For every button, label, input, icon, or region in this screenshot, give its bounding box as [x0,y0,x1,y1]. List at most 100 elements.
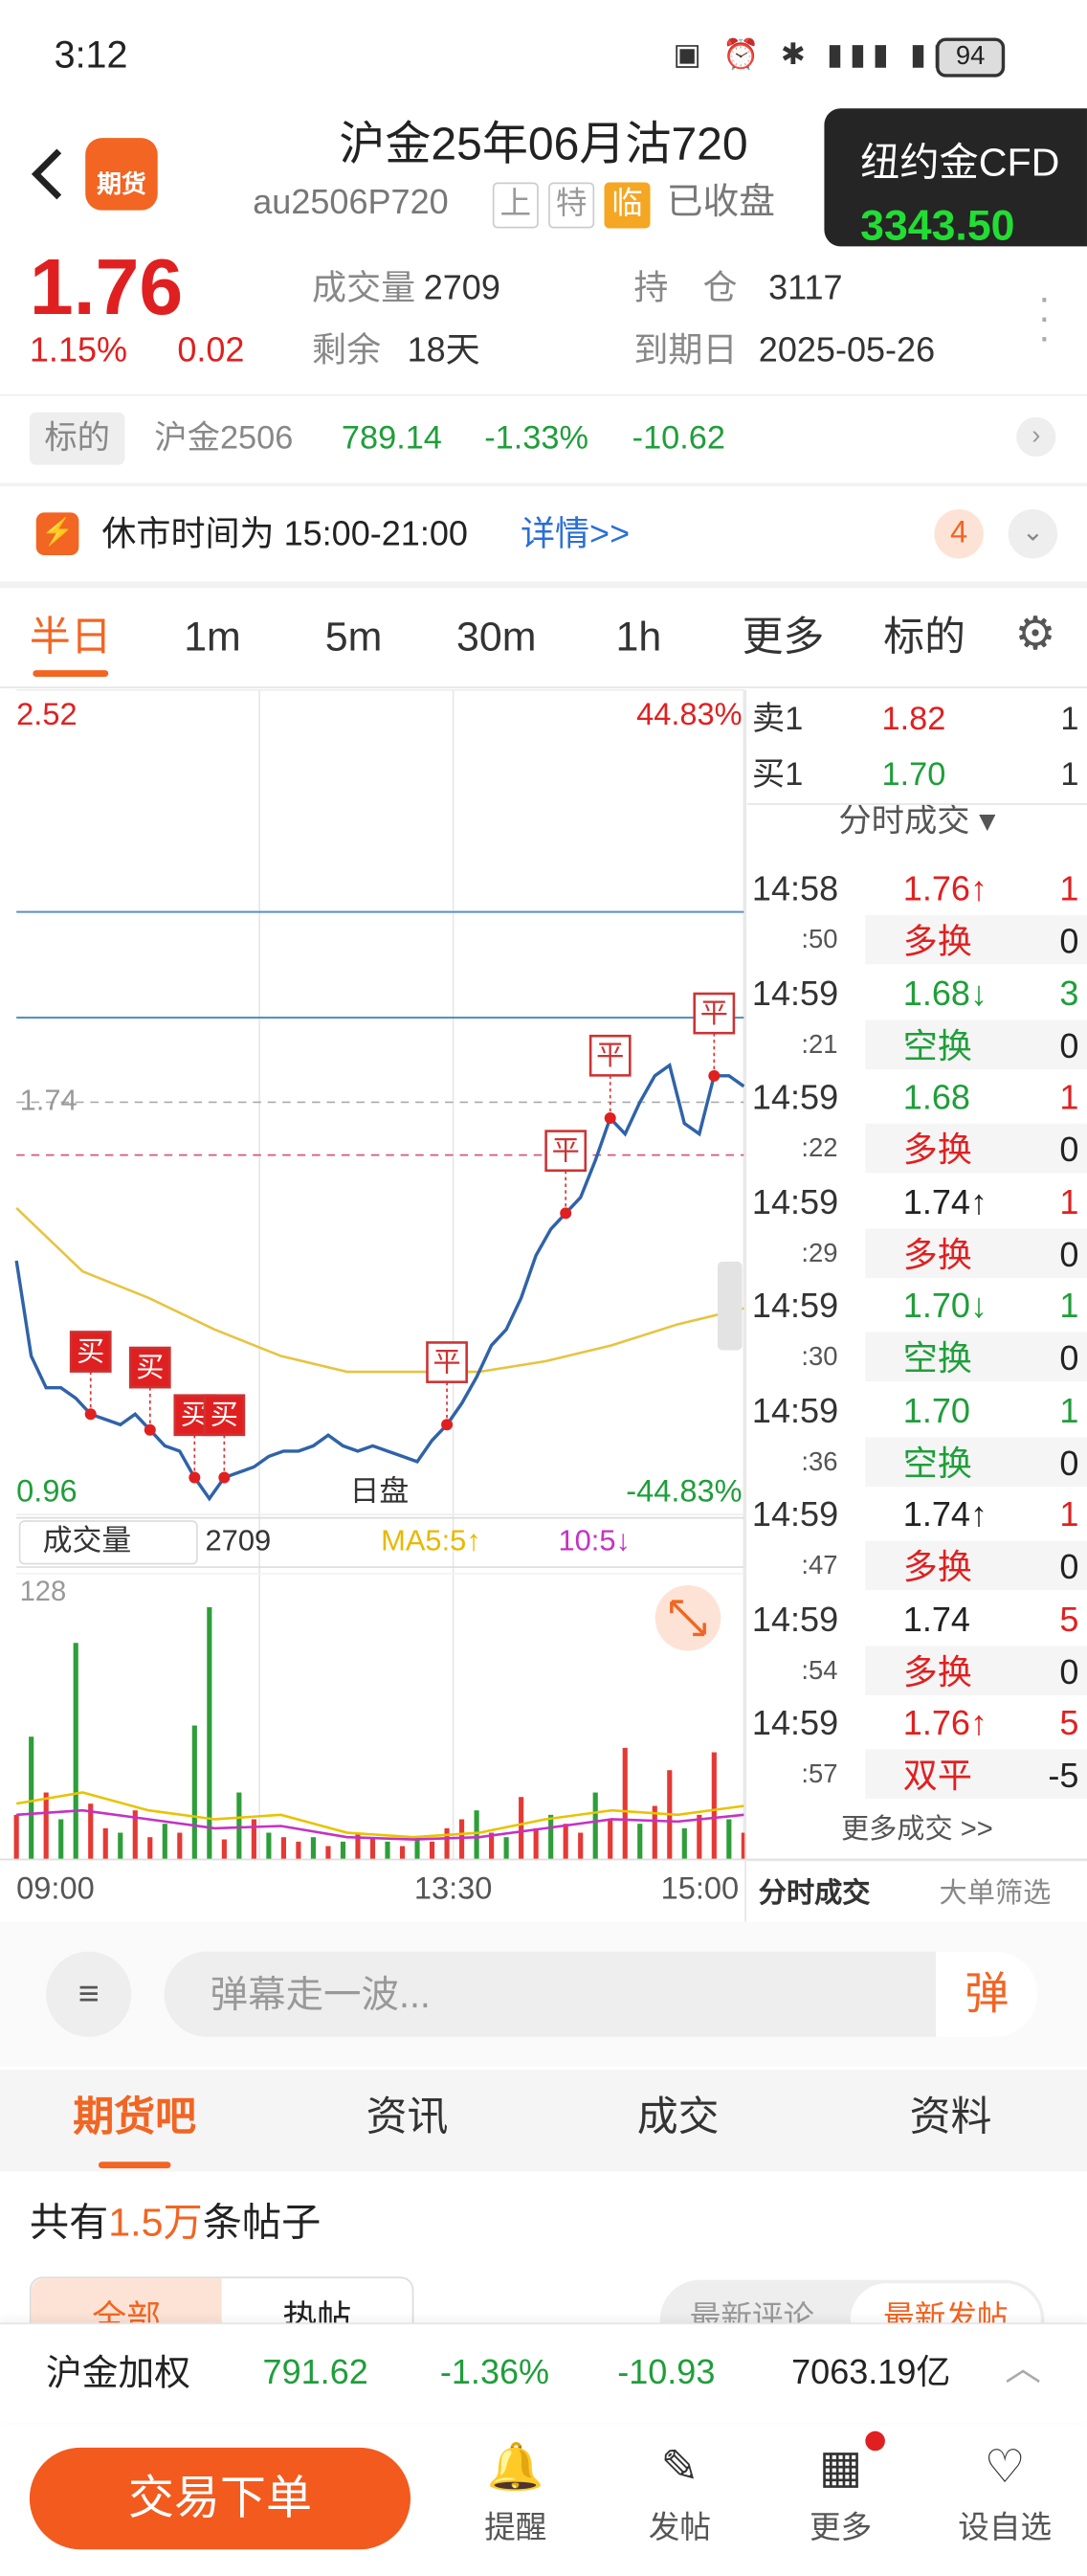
change-pct: 1.15% [29,331,128,370]
expand-icon [670,1600,706,1637]
session-label: 日盘 [350,1474,410,1508]
volume-bar [207,1606,212,1860]
nav-icon[interactable]: ♡ [984,2440,1026,2493]
ticker-amount: 7063.19亿 [791,2354,951,2392]
tape-sec: :54 [801,1656,838,1685]
tab[interactable]: 1h [615,614,662,661]
send-danmaku[interactable]: 弹 [936,1951,1038,2037]
underlying-price: 789.14 [341,420,442,458]
forum-tab[interactable]: 成交 [636,2094,720,2140]
forum-tab-active[interactable]: 期货吧 [73,2094,197,2140]
avg-line [15,1207,744,1374]
volume-bar [369,1837,376,1860]
time-label: 09:00 [16,1870,95,1906]
volume-bar [13,1814,19,1860]
notice-link[interactable]: 详情>> [520,515,631,554]
underlying-arrow[interactable]: › [1016,416,1056,458]
forum-tabs-bg [0,2070,1087,2172]
time-label: 13:30 [414,1870,493,1906]
nav-label[interactable]: 设自选 [958,2511,1053,2546]
tape-more[interactable]: 更多成交 >> [840,1813,993,1846]
tape-time: 14:59 [751,1496,839,1534]
ticker-expand[interactable]: ︿ [1005,2347,1041,2389]
volume-bar [355,1832,361,1860]
tape-tab[interactable]: 大单筛选 [939,1877,1052,1909]
tape-sec: :50 [801,926,838,954]
trade-dot [560,1207,572,1220]
time-label: 15:00 [661,1870,740,1906]
nav-label[interactable]: 更多 [809,2511,873,2546]
tab-active[interactable]: 半日 [29,614,112,661]
tape-time: 14:59 [751,1392,839,1430]
field-label: 成交量 [312,269,416,307]
divider [0,686,1087,689]
volume-bar [73,1643,78,1860]
notice-count[interactable]: 4 [934,508,984,559]
volume-bar [459,1819,465,1860]
volume-bar [236,1792,242,1860]
trade-box [588,1034,632,1077]
post-count-number: 1.5万 [108,2201,203,2246]
notice-toggle[interactable]: ⌄ [1008,508,1058,559]
overlay-price: 3343.50 [860,200,1015,250]
volume-bar [681,1827,687,1860]
comment-input[interactable]: 弹幕走一波... 弹 [164,1951,1038,2037]
ticker-bar[interactable]: 沪金加权 791.62 -1.36% -10.93 7063.19亿 ︿ [0,2322,1087,2424]
tape-qty: 1 [1059,1079,1079,1117]
trade-box [426,1341,468,1383]
y-tick-label: 2.52 [16,696,77,731]
tape-price: 1.76↑ [902,870,987,908]
tape-tab-active[interactable]: 分时成交 [758,1877,871,1909]
volume-bar [533,1827,539,1860]
field-value: 2025-05-26 [758,331,936,370]
volume-bar [503,1837,509,1860]
volume-bar [162,1824,167,1860]
tape-price: 1.74↑ [902,1183,987,1221]
trade-box [69,1331,112,1373]
forum-tab[interactable]: 资讯 [366,2094,449,2140]
tab[interactable]: 1m [184,614,241,661]
trade-box [693,992,736,1035]
overlay-name: 纽约金CFD [860,141,1060,186]
badge: 临 [604,182,651,229]
back-button[interactable] [23,145,72,204]
tab[interactable]: 更多 [742,614,825,661]
tab[interactable]: 标的 [883,614,966,661]
nav-label[interactable]: 提醒 [484,2511,547,2546]
nav-icon[interactable]: ✎ [660,2440,699,2493]
volume-bar [310,1837,317,1860]
volume-bar [43,1792,49,1860]
forum-tab[interactable]: 资料 [909,2094,992,2140]
tape-price: 1.70↓ [902,1288,987,1326]
nav-label[interactable]: 发帖 [648,2511,712,2546]
nav-icon[interactable]: ▦ [818,2440,863,2493]
price-line [14,1062,745,1502]
trade-button[interactable]: 交易下单 [29,2447,410,2550]
tab[interactable]: 5m [324,614,383,661]
tape-time: 14:59 [751,1601,839,1639]
tape-price: 1.74 [902,1601,970,1639]
tape-title[interactable]: 分时成交 ▾ [838,803,996,840]
danmaku-toggle[interactable]: ≡ [46,1951,132,2037]
tape-sec: :30 [801,1343,838,1372]
tab[interactable]: 30m [456,614,537,661]
more-menu[interactable]: · · · [1037,276,1052,360]
volume-bar [132,1810,138,1860]
tape-qty: 1 [1059,1496,1079,1534]
nav-icon[interactable]: 🔔 [486,2440,544,2493]
settings-button[interactable]: ⚙ [1014,607,1056,660]
volume-bar [29,1736,34,1860]
volume-bar [652,1805,657,1860]
volume-bar [519,1797,524,1860]
tape-sec: :36 [801,1447,838,1476]
volume-bar [592,1792,598,1860]
badge: 上 [492,182,539,229]
book-label: 卖1 [751,701,804,738]
tape-sub-bg [865,1332,1087,1382]
tape-price: 1.68 [902,1079,970,1117]
app-logo: 期货 [85,138,158,211]
badge: 特 [548,182,595,229]
overlay-panel[interactable]: 纽约金CFD 3343.50 [824,108,1087,250]
volume-bar [177,1832,183,1860]
